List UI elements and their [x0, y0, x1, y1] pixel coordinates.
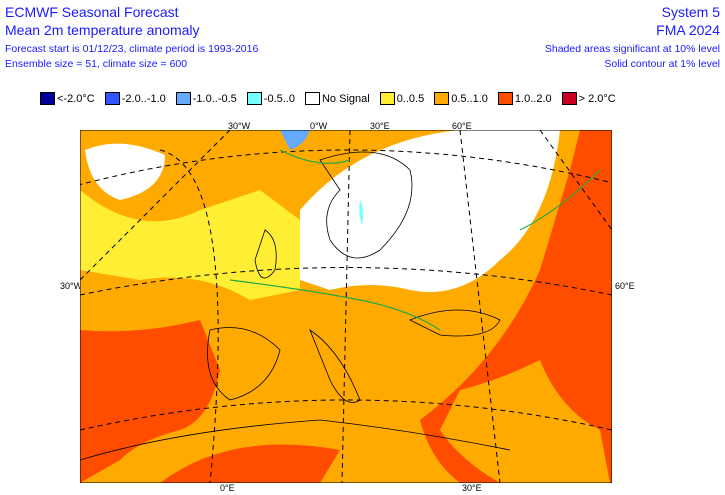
- legend: <-2.0°C -2.0..-1.0 -1.0..-0.5 -0.5..0 No Sig…: [40, 92, 626, 105]
- ensemble-info: Ensemble size = 51, climate size = 600: [5, 58, 188, 70]
- significance-1: Solid contour at 1% level: [604, 58, 720, 70]
- legend-item: 1.0..2.0: [497, 92, 552, 105]
- legend-label: 1.0..2.0: [514, 92, 552, 105]
- significance-contour: [229, 149, 601, 331]
- lon-label: 0°W: [310, 121, 328, 131]
- legend-item: -2.0..-1.0: [104, 92, 166, 105]
- legend-swatch: [497, 92, 513, 105]
- legend-item: 0.5..1.0: [434, 92, 488, 105]
- legend-label: -2.0..-1.0: [121, 92, 166, 105]
- lon-label: 30°E: [462, 483, 482, 493]
- no-signal-region: [300, 130, 560, 292]
- forecast-info: Forecast start is 01/12/23, climate peri…: [5, 43, 259, 55]
- significance-10: Shaded areas significant at 10% level: [544, 43, 720, 55]
- legend-label: 0.5..1.0: [451, 92, 488, 105]
- lon-label: 0°E: [220, 483, 235, 493]
- lon-label: 30°E: [370, 121, 390, 131]
- title: ECMWF Seasonal Forecast: [5, 4, 179, 20]
- legend-swatch: [561, 92, 577, 105]
- legend-swatch: [379, 92, 395, 105]
- cool-region: [280, 130, 310, 150]
- anomaly-region-warm: [80, 320, 340, 483]
- anomaly-region-warm-east: [420, 130, 612, 483]
- no-signal-region: [85, 143, 165, 200]
- legend-swatch: [104, 92, 120, 105]
- legend-label: 0..0.5: [396, 92, 425, 105]
- legend-label: No Signal: [321, 92, 370, 105]
- anomaly-map: [80, 130, 612, 483]
- coastlines: [80, 151, 511, 461]
- legend-item: -1.0..-0.5: [175, 92, 237, 105]
- legend-swatch: [40, 92, 55, 105]
- system-label: System 5: [661, 4, 720, 20]
- subtitle: Mean 2m temperature anomaly: [5, 22, 200, 38]
- graticule: [80, 130, 612, 483]
- lon-label: 60°E: [452, 121, 472, 131]
- lon-label: 30°W: [228, 121, 251, 131]
- legend-item: 0..0.5: [379, 92, 425, 105]
- legend-swatch: [434, 92, 450, 105]
- lon-label: 30°W: [60, 281, 83, 291]
- legend-label: <-2.0°C: [57, 92, 95, 105]
- legend-swatch: [175, 92, 191, 105]
- legend-item: -0.5..0: [246, 92, 295, 105]
- legend-swatch: [304, 92, 320, 105]
- legend-label: -0.5..0: [263, 92, 295, 105]
- cool-region: [359, 200, 364, 225]
- lon-label: 60°E: [615, 281, 635, 291]
- weak-warm-region: [80, 190, 300, 300]
- legend-label: -1.0..-0.5: [192, 92, 237, 105]
- legend-item: > 2.0°C: [561, 92, 616, 105]
- legend-item: <-2.0°C: [40, 92, 95, 105]
- period-label: FMA 2024: [656, 22, 720, 38]
- legend-item: No Signal: [304, 92, 370, 105]
- legend-label: > 2.0°C: [578, 92, 616, 105]
- legend-swatch: [246, 92, 262, 105]
